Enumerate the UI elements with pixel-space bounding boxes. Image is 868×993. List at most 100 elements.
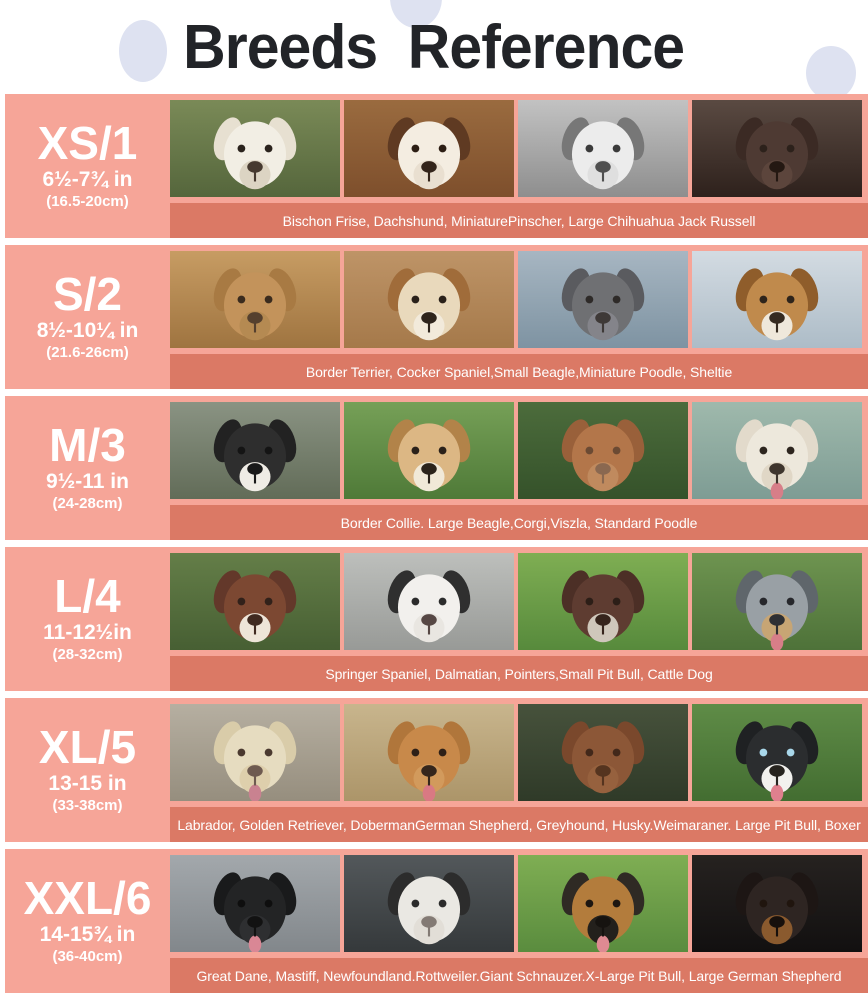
dog-face-icon [735,872,819,945]
size-range-cm: (16.5-20cm) [46,192,129,210]
size-range-cm: (36-40cm) [52,947,123,965]
dog-face-icon [387,570,471,643]
standard-poodle-photo [692,402,862,499]
cattle-dog-puppy-photo [692,553,862,650]
breed-photos [170,94,868,197]
size-range-inches: 9½-11 in [46,469,129,493]
dog-face-icon [387,419,471,492]
size-panel: XL/5 13-15 in (33-38cm) [5,698,170,842]
border-collie-photo [170,402,340,499]
dog-face-icon [561,570,645,643]
decor-circle-right [806,46,856,94]
springer-spaniel-photo [170,553,340,650]
dog-face-icon [735,721,819,801]
size-panel: S/2 8½-10¼ in (21.6-26cm) [5,245,170,389]
row-right: Border Collie. Large Beagle,Corgi,Viszla… [170,396,868,540]
dog-face-icon [213,117,297,190]
size-label: S/2 [52,268,123,321]
breeds-caption: Great Dane, Mastiff, Newfoundland.Rottwe… [170,958,868,993]
miniature-poodle-photo [518,251,688,348]
harlequin-great-dane-photo [344,855,514,952]
size-panel: XXL/6 14-15¾ in (36-40cm) [5,849,170,993]
row-right: Bischon Frise, Dachshund, MiniaturePinsc… [170,94,868,238]
pointer-photo [518,553,688,650]
dog-face-icon [213,419,297,492]
size-label: L/4 [54,570,121,623]
size-row: XL/5 13-15 in (33-38cm) Labrador, Golden Re… [5,698,868,842]
row-right: Border Terrier, Cocker Spaniel,Small Bea… [170,245,868,389]
dog-face-icon [387,721,471,801]
dog-face-icon [735,117,819,190]
breeds-caption: Labrador, Golden Retriever, DobermanGerm… [170,807,868,842]
dog-face-icon [735,419,819,499]
dog-face-icon [213,721,297,801]
breed-photos [170,245,868,348]
breeds-caption: Border Collie. Large Beagle,Corgi,Viszla… [170,505,868,540]
size-label: XXL/6 [23,872,152,925]
size-panel: M/3 9½-11 in (24-28cm) [5,396,170,540]
size-range-inches: 6½-7¾ in [42,167,133,191]
page-title: Breeds Reference [183,12,686,82]
breed-photos [170,547,868,650]
row-right: Labrador, Golden Retriever, DobermanGerm… [170,698,868,842]
size-row: XXL/6 14-15¾ in (36-40cm) Great Dane, Masti… [5,849,868,993]
breed-photos [170,396,868,499]
white-poodle-photo [170,100,340,197]
size-range-cm: (24-28cm) [52,494,123,512]
dalmatian-photo [344,553,514,650]
dog-face-icon [735,570,819,650]
breeds-caption: Springer Spaniel, Dalmatian, Pointers,Sm… [170,656,868,691]
newfoundland-photo [170,855,340,952]
size-rows: XS/1 6½-7¾ in (16.5-20cm) Bischon Frise, Da… [0,94,868,993]
yellow-labrador-photo [170,704,340,801]
dog-face-icon [561,268,645,341]
size-range-inches: 11-12½in [43,620,132,644]
dog-face-icon [387,872,471,945]
size-range-inches: 13-15 in [48,771,127,795]
size-row: S/2 8½-10¼ in (21.6-26cm) Border Terrier, C… [5,245,868,389]
page-header: Breeds Reference [0,0,868,94]
husky-photo [692,704,862,801]
tibetan-mastiff-photo [692,855,862,952]
breeds-caption: Border Terrier, Cocker Spaniel,Small Bea… [170,354,868,389]
breeds-caption: Bischon Frise, Dachshund, MiniaturePinsc… [170,203,868,238]
size-range-inches: 8½-10¼ in [36,318,139,342]
breed-photos [170,849,868,952]
large-pit-bull-photo [518,704,688,801]
size-range-inches: 14-15¾ in [39,922,136,946]
size-panel: L/4 11-12½in (28-32cm) [5,547,170,691]
dog-face-icon [561,721,645,794]
jack-russell-photo [344,100,514,197]
dog-face-icon [561,872,645,952]
size-label: XS/1 [37,117,138,170]
dog-face-icon [735,268,819,341]
german-shepherd-photo [518,855,688,952]
beagle-photo [344,251,514,348]
size-row: XS/1 6½-7¾ in (16.5-20cm) Bischon Frise, Da… [5,94,868,238]
dog-face-icon [213,570,297,643]
miniature-pinscher-photo [692,100,862,197]
size-label: M/3 [49,419,126,472]
golden-retriever-photo [344,704,514,801]
dog-face-icon [561,117,645,190]
size-range-cm: (21.6-26cm) [46,343,129,361]
dog-face-icon [213,872,297,952]
grey-pit-puppy-photo [518,100,688,197]
size-row: L/4 11-12½in (28-32cm) Springer Spaniel, Da… [5,547,868,691]
dog-face-icon [561,419,645,492]
breed-photos [170,698,868,801]
size-range-cm: (28-32cm) [52,645,123,663]
size-range-cm: (33-38cm) [52,796,123,814]
size-row: M/3 9½-11 in (24-28cm) Border Collie. Large… [5,396,868,540]
sheltie-photo [692,251,862,348]
decor-circle-left [119,20,167,82]
viszla-puppy-photo [518,402,688,499]
size-label: XL/5 [38,721,137,774]
size-panel: XS/1 6½-7¾ in (16.5-20cm) [5,94,170,238]
row-right: Springer Spaniel, Dalmatian, Pointers,Sm… [170,547,868,691]
cocker-spaniel-photo [170,251,340,348]
dog-face-icon [213,268,297,341]
large-beagle-photo [344,402,514,499]
dog-face-icon [387,268,471,341]
row-right: Great Dane, Mastiff, Newfoundland.Rottwe… [170,849,868,993]
